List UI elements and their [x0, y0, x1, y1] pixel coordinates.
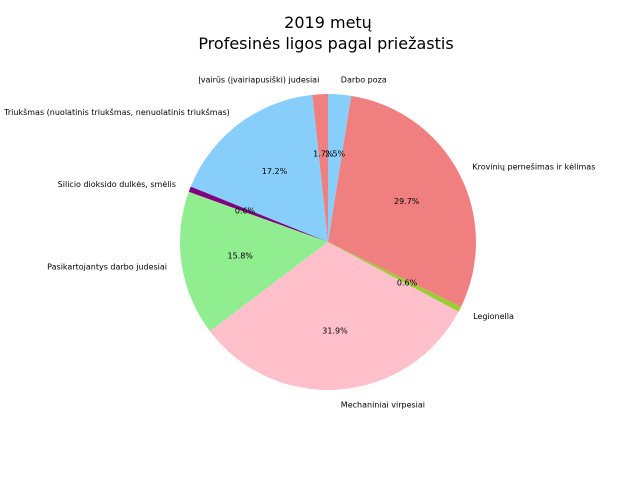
- slice-label: Krovinių pernešimas ir kėlimas: [472, 162, 595, 172]
- slice-percentage-label: 1.7%: [313, 149, 334, 158]
- slice-label: Silicio dioksido dulkės, smėlis: [58, 180, 176, 189]
- pie-slice: [180, 191, 328, 332]
- slice-label: Triukšmas (nuolatinis triukšmas, nenuola…: [3, 107, 230, 117]
- slice-percentage-label: 29.7%: [394, 197, 420, 206]
- slice-percentage-label: 0.6%: [397, 278, 418, 287]
- slice-label: Įvairūs (įvairiapusiški) judesiai: [198, 74, 319, 84]
- slice-label: Mechaniniai virpesiai: [341, 400, 425, 409]
- slice-percentage-label: 15.8%: [227, 251, 253, 260]
- pie-slice: [209, 242, 459, 390]
- slice-label: Pasikartojantys darbo judesiai: [47, 263, 167, 272]
- slice-percentage-label: 2.5%: [325, 150, 346, 159]
- chart-title-line-2: Profesinės ligos pagal priežastis: [198, 34, 453, 53]
- pie-slice: [328, 242, 462, 312]
- pie-slices: [180, 93, 476, 390]
- pie-labels: Įvairūs (įvairiapusiški) judesiai 1.7% Tri…: [3, 74, 595, 409]
- pie-slice: [190, 94, 328, 242]
- pie-slice: [188, 186, 328, 242]
- pie-slice: [328, 94, 352, 242]
- chart-title-line-1: 2019 metų: [284, 13, 372, 32]
- pie-slice: [312, 93, 328, 242]
- slice-percentage-label: 0.6%: [235, 206, 256, 215]
- slice-percentage-label: 31.9%: [322, 327, 348, 336]
- slice-label: Legionella: [473, 312, 514, 321]
- slice-label: Darbo poza: [341, 76, 387, 85]
- pie-slice: [328, 95, 476, 307]
- slice-percentage-label: 17.2%: [262, 167, 288, 176]
